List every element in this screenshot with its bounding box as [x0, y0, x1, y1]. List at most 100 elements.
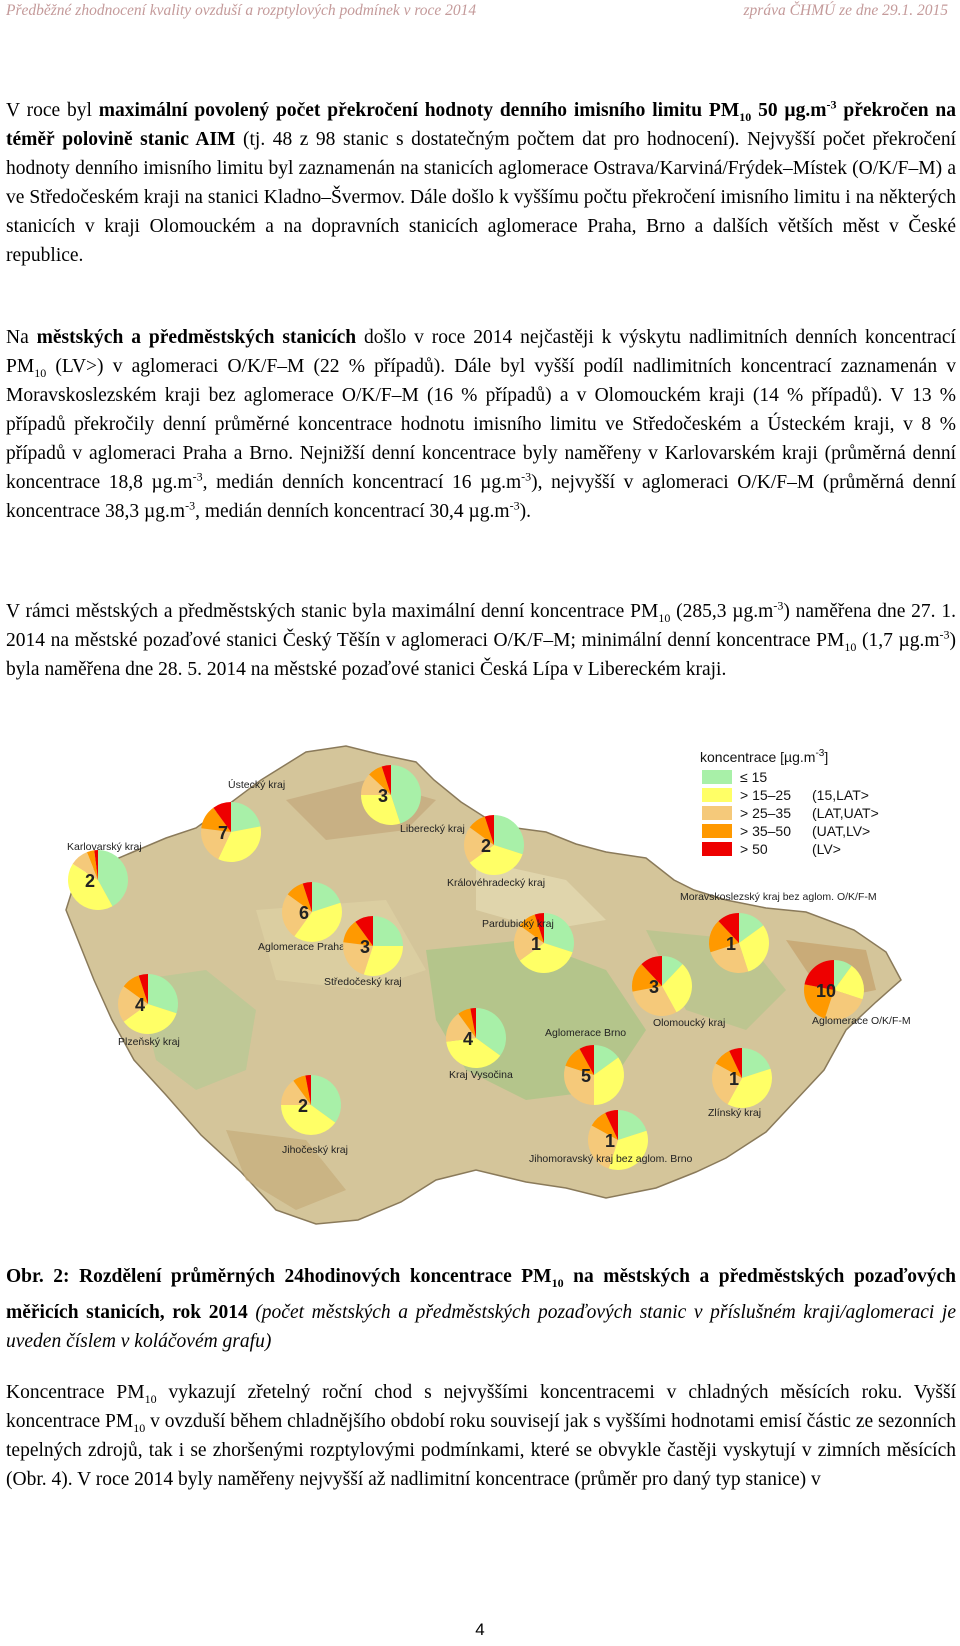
region-label: Jihomoravský kraj bez aglom. Brno [529, 1153, 693, 1165]
pie-slice [123, 1004, 177, 1034]
running-header-right: zpráva ČHMÚ ze dne 29.1. 2015 [743, 2, 949, 19]
pie-st-edo-esk-kraj: 3 Středočeský kraj [324, 916, 403, 988]
region-label: Kraj Vysočina [449, 1069, 513, 1081]
pie-count: 3 [649, 977, 659, 997]
pie-count: 2 [481, 836, 491, 856]
pie-slice [305, 1075, 311, 1105]
pie-slice [564, 1065, 594, 1105]
legend-interval: (UAT,LV> [812, 823, 870, 839]
pie-slice [72, 852, 98, 880]
pie-slice [594, 1057, 624, 1105]
pie-slice [123, 975, 148, 1004]
legend-range: > 50 [740, 841, 768, 857]
pie-slice [86, 850, 98, 880]
pie-slice [834, 960, 852, 990]
region-label: Středočeský kraj [324, 976, 402, 988]
region-label: Olomoucký kraj [653, 1017, 725, 1029]
region-label: Plzeňský kraj [118, 1036, 180, 1048]
pie-slice [98, 850, 128, 907]
pie-count: 1 [605, 1131, 615, 1151]
pie-slice [218, 826, 261, 862]
legend-swatch [702, 770, 732, 784]
region-label: Moravskoslezský kraj bez aglom. O/K/F-M [680, 891, 877, 903]
pie-slice [824, 990, 863, 1020]
pie-slice [631, 964, 662, 992]
pie-slice [710, 943, 749, 973]
pie-zl-nsk-kraj: 1 Zlínský kraj [708, 1048, 772, 1119]
pie-aglomerace-brno: 5 Aglomerace Brno [545, 1027, 626, 1105]
pie-slice [94, 850, 98, 880]
region-label: Aglomerace O/K/F-M [812, 1015, 911, 1027]
pie-slice [231, 802, 261, 832]
pie-slice [446, 1038, 501, 1068]
pie-slice [729, 1048, 742, 1078]
pie-slice [458, 1008, 476, 1038]
pie-slice [287, 883, 312, 912]
pie-slice [715, 1050, 742, 1078]
pie-slice [579, 1045, 594, 1075]
pie-slice [369, 766, 391, 795]
pie-slice [391, 765, 422, 824]
pie-count: 1 [726, 934, 736, 954]
pie-slice [381, 765, 391, 795]
legend-swatch [702, 806, 732, 820]
legend-range: > 25–35 [740, 805, 791, 821]
paragraph-1: V roce byl maximální povolený počet přek… [6, 97, 957, 267]
pie-slice [718, 913, 739, 943]
region-label: Aglomerace Praha [258, 941, 345, 953]
paragraph-2: Na městských a předměstských stanicích d… [6, 327, 956, 522]
pie-jiho-esk-kraj: 2 Jihočeský kraj [281, 1075, 348, 1156]
pie-karlovarsk-kraj: 2 Karlovarský kraj [67, 841, 142, 910]
pie-slice [727, 1068, 772, 1108]
running-header-left: Předběžné zhodnocení kvality ovzduší a r… [6, 2, 477, 19]
pie-count: 7 [218, 823, 228, 843]
pie-aglomerace-praha: 6 Aglomerace Praha [258, 882, 345, 953]
pie-slice [463, 827, 494, 863]
legend-range: > 15–25 [740, 787, 791, 803]
pie-slice [709, 921, 739, 953]
terrain-light [476, 860, 606, 930]
legend-items: ≤ 15 > 15–25 (15,LAT> > 25–35 (LAT,UAT> > 35–… [702, 769, 879, 857]
paragraph-3: V rámci městských a předměstských stanic… [6, 598, 956, 681]
pie-slice [742, 1048, 771, 1078]
pie-count: 1 [729, 1069, 739, 1089]
terrain-dark [226, 1130, 346, 1210]
pie-slice [343, 942, 373, 975]
pie-slice [712, 1063, 742, 1105]
pie-moravskoslezsk-kraj-bez-aglom-o-k-f-m: 1 Moravskoslezský kraj bez aglom. O/K/F-M [680, 891, 877, 973]
pie-slice [361, 795, 401, 825]
pie-slice [281, 1105, 336, 1135]
pie-slice [739, 913, 764, 943]
pie-libereck-kraj: 3 Liberecký kraj [361, 765, 465, 835]
pie-jihomoravsk-kraj-bez-aglom-brno: 1 Jihomoravský kraj bez aglom. Brno [529, 1110, 693, 1170]
legend-swatch [702, 824, 732, 838]
pie-slice [804, 960, 834, 990]
pie-kr-lov-hradeck-kraj: 2 Královéhradecký kraj [447, 815, 545, 889]
pie-slice [544, 913, 574, 953]
pie-charts-layer: 7 Ústecký kraj 3 Liberecký kraj 2 Karlovarský… [67, 765, 911, 1170]
pie-slice [662, 956, 683, 986]
legend-interval: (15,LAT> [812, 787, 869, 803]
pie-slice [282, 894, 312, 937]
region-label: Karlovarský kraj [67, 841, 142, 853]
region-label: Liberecký kraj [400, 823, 465, 835]
page-number: 4 [475, 1620, 485, 1639]
pie-count: 4 [135, 995, 145, 1015]
pie-slice [641, 956, 662, 986]
regions-map-figure: 7 Ústecký kraj 3 Liberecký kraj 2 Karlovarský… [65, 745, 911, 1225]
pie-pardubick-kraj: 1 Pardubický kraj [482, 913, 574, 973]
pie-slice [608, 1130, 648, 1170]
pie-count: 4 [463, 1029, 473, 1049]
pie-slice [281, 1080, 311, 1105]
pie-count: 3 [360, 937, 370, 957]
pie-slice [605, 1110, 618, 1140]
pie-slice [446, 1013, 476, 1042]
pie-count: 1 [531, 934, 541, 954]
pie-slice [470, 1008, 476, 1038]
pie-slice [632, 986, 677, 1016]
pie-slice [662, 964, 692, 1013]
pie-slice [484, 815, 494, 845]
pie-slice [594, 1045, 619, 1075]
pie-slice [118, 986, 148, 1022]
pie-plze-sk-kraj: 4 Plzeňský kraj [118, 974, 180, 1048]
